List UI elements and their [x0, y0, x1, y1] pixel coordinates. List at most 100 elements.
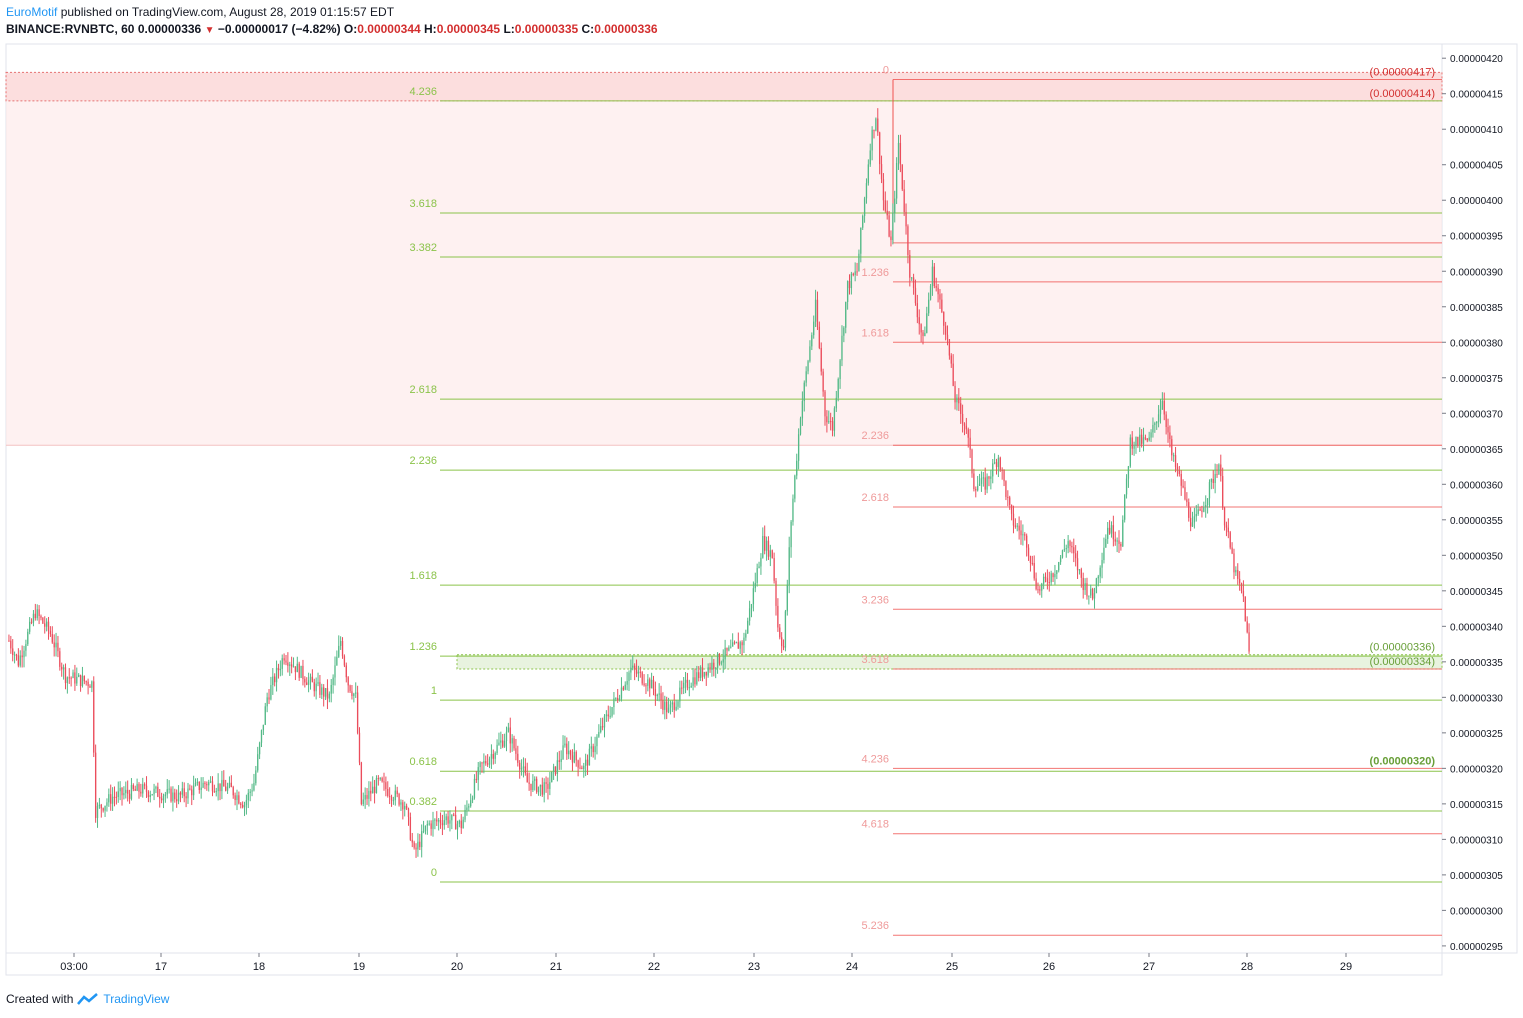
candle-body — [417, 841, 419, 850]
tradingview-brand[interactable]: TradingView — [103, 992, 170, 1006]
candle-body — [194, 783, 197, 786]
candle-body — [79, 674, 82, 687]
candle-body — [675, 706, 677, 710]
candle-body — [355, 692, 357, 694]
candle-body — [731, 642, 734, 647]
candle-body — [963, 423, 966, 426]
candle-body — [125, 789, 127, 794]
candle-body — [1206, 498, 1209, 506]
x-tick-label: 19 — [353, 961, 365, 973]
candle-body — [577, 760, 579, 768]
candle-body — [1159, 409, 1162, 415]
candle-body — [130, 785, 133, 799]
candle-body — [111, 796, 114, 804]
candle-body — [253, 783, 255, 791]
candle-body — [228, 782, 231, 787]
candle-body — [453, 814, 455, 816]
candle-body — [681, 687, 683, 689]
candle-body — [647, 679, 649, 686]
candle-body — [1056, 570, 1058, 575]
candle-body — [1022, 534, 1024, 536]
candle-body — [1042, 576, 1045, 584]
candle-body — [36, 609, 38, 619]
candle-body — [649, 679, 651, 689]
candle-body — [765, 540, 768, 551]
candle-body — [140, 791, 142, 794]
down-arrow-icon: ▼ — [204, 25, 215, 36]
candle-body — [662, 700, 664, 710]
candle-body — [441, 823, 444, 826]
candle-body — [13, 654, 16, 656]
candle-body — [1080, 569, 1082, 578]
candle-body — [912, 277, 915, 288]
candle-body — [1208, 482, 1211, 499]
x-tick-label: 29 — [1340, 961, 1352, 973]
candle-body — [1112, 525, 1115, 540]
candle-body — [880, 164, 883, 180]
candle-body — [296, 663, 298, 673]
candle-body — [468, 806, 470, 808]
candle-body — [828, 421, 830, 423]
candle-body — [739, 642, 741, 649]
y-tick-label: 0.00000415 — [1450, 90, 1503, 101]
candle-body — [596, 736, 598, 747]
candle-body — [1237, 569, 1239, 579]
candle-body — [451, 814, 453, 821]
candle-body — [560, 758, 562, 762]
author-link[interactable]: EuroMotif — [6, 5, 58, 19]
candle-body — [909, 254, 911, 278]
candle-body — [57, 642, 59, 652]
candle-body — [377, 778, 379, 780]
candle-body — [51, 634, 53, 643]
candle-body — [986, 476, 988, 490]
price-chart[interactable]: 4.236 3.618 3.382 2.618 2.236 1.618 1.236 1 0.61… — [0, 0, 1523, 990]
publish-line: EuroMotif published on TradingView.com, … — [6, 4, 658, 21]
candle-body — [790, 521, 792, 548]
candle-body — [123, 793, 125, 796]
candle-body — [741, 642, 743, 646]
candle-body — [652, 679, 655, 690]
candle-body — [192, 785, 195, 796]
x-tick-label: 22 — [648, 961, 660, 973]
candle-body — [607, 714, 609, 717]
candle-body — [115, 796, 118, 798]
candle-body — [973, 473, 975, 490]
candle-body — [1118, 540, 1120, 544]
y-tick-label: 0.00000310 — [1450, 835, 1503, 846]
candle-body — [537, 786, 540, 793]
candle-body — [366, 795, 368, 799]
candle-body — [502, 740, 504, 747]
candle-body — [1127, 466, 1130, 479]
candle-body — [520, 767, 523, 770]
candle-body — [624, 684, 626, 690]
created-with-text: Created with — [6, 992, 74, 1006]
candle-body — [1054, 574, 1056, 578]
candles — [8, 108, 1250, 858]
candle-body — [1046, 578, 1049, 583]
candle-body — [1191, 522, 1194, 527]
candle-body — [950, 355, 952, 364]
candle-body — [121, 787, 123, 796]
candle-body — [928, 299, 930, 314]
candle-body — [456, 823, 459, 830]
candle-body — [1091, 588, 1094, 599]
published-text: published on TradingView.com, August 28,… — [57, 5, 395, 19]
candle-body — [598, 731, 600, 737]
candle-body — [313, 682, 315, 692]
candle-body — [1178, 470, 1180, 474]
y-tick-label: 0.00000340 — [1450, 622, 1503, 633]
candle-body — [826, 416, 828, 423]
candle-body — [422, 830, 425, 832]
candle-body — [762, 535, 764, 558]
candle-body — [535, 778, 538, 793]
candle-body — [541, 784, 543, 795]
candle-body — [899, 142, 902, 165]
price-label: (0.00000334) — [1370, 656, 1435, 668]
candle-body — [94, 752, 97, 818]
candle-body — [1075, 553, 1077, 559]
candle-body — [385, 782, 387, 790]
candle-body — [145, 785, 148, 792]
candle-body — [643, 683, 645, 686]
candle-body — [907, 226, 909, 255]
candle-body — [666, 701, 668, 713]
